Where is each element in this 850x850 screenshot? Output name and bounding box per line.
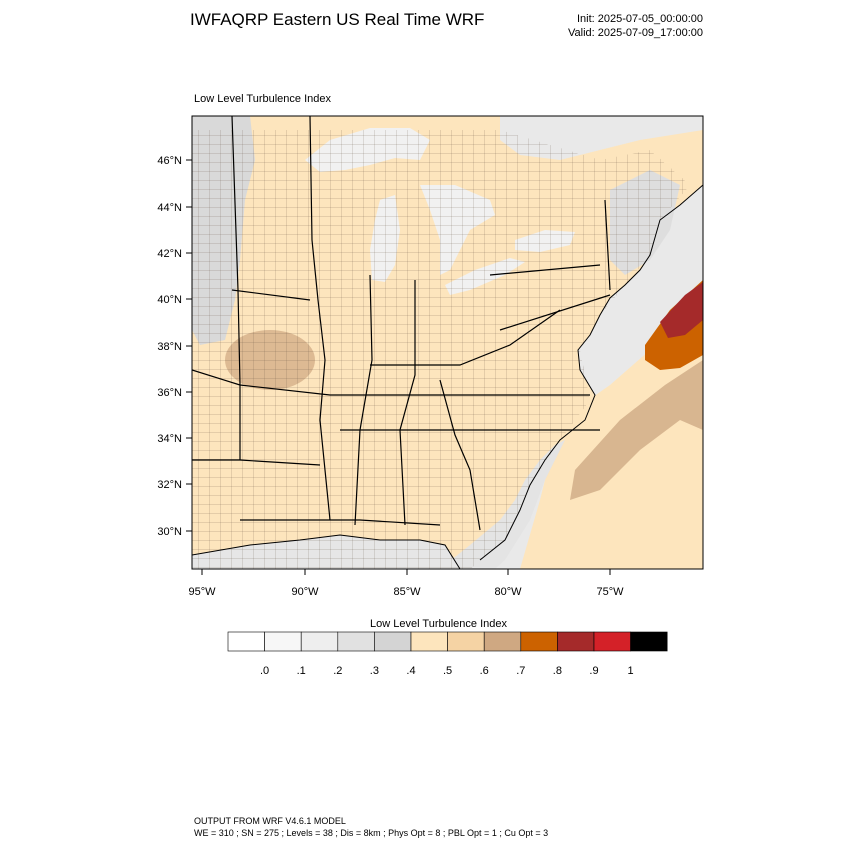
valid-time: Valid: 2025-07-09_17:00:00 <box>568 27 703 39</box>
lat-label-44: 44°N <box>157 202 182 214</box>
colorbar-cell <box>557 631 595 652</box>
footer-config: WE = 310 ; SN = 275 ; Levels = 38 ; Dis … <box>194 828 549 838</box>
lat-label-34: 34°N <box>157 433 182 445</box>
lon-label-90: 90°W <box>291 586 319 598</box>
county-lines <box>192 130 690 569</box>
colorbar-tick-label: .0 <box>260 665 269 677</box>
colorbar-tick-label: .4 <box>406 665 415 677</box>
lon-label-85: 85°W <box>393 586 421 598</box>
lat-axis: 46°N 44°N 42°N 40°N 38°N 36°N 34°N 32°N … <box>157 155 192 538</box>
state-borders <box>192 116 611 531</box>
lon-label-75: 75°W <box>596 586 624 598</box>
init-time: Init: 2025-07-05_00:00:00 <box>577 13 703 25</box>
atlantic-band-2 <box>570 360 703 500</box>
colorbar-ticks: .0 .1 .2 .3 .4 .5 .6 .7 .8 .9 1 <box>260 665 634 677</box>
colorbar-cell <box>630 631 668 652</box>
colorbar-cell <box>264 631 302 652</box>
colorbar-cell <box>483 631 522 652</box>
footer-model: OUTPUT FROM WRF V4.6.1 MODEL <box>194 816 346 826</box>
colorbar-cell <box>337 631 375 652</box>
colorbar-tick-label: .6 <box>480 665 489 677</box>
colorbar-tick-label: 1 <box>628 665 634 677</box>
field-label: Low Level Turbulence Index <box>194 93 331 105</box>
colorbar-cell <box>447 631 485 652</box>
colorbar-cell <box>410 631 448 652</box>
colorbar <box>227 631 668 652</box>
lon-axis: 95°W 90°W 85°W 80°W 75°W <box>188 569 624 598</box>
colorbar-tick-label: .8 <box>553 665 562 677</box>
colorbar-cell <box>300 631 339 652</box>
lat-label-40: 40°N <box>157 294 182 306</box>
coastline <box>192 184 703 569</box>
colorbar-cell <box>227 631 265 652</box>
lat-label-36: 36°N <box>157 387 182 399</box>
map-frame <box>191 115 704 570</box>
lat-label-38: 38°N <box>157 341 182 353</box>
lat-label-30: 30°N <box>157 526 182 538</box>
lon-label-95: 95°W <box>188 586 216 598</box>
map-title: IWFAQRP Eastern US Real Time WRF <box>190 10 485 29</box>
colorbar-tick-label: .1 <box>297 665 306 677</box>
colorbar-tick-label: .7 <box>516 665 525 677</box>
map-area <box>192 116 703 569</box>
colorbar-tick-label: .3 <box>370 665 379 677</box>
colorbar-title: Low Level Turbulence Index <box>370 618 507 630</box>
colorbar-tick-label: .2 <box>333 665 342 677</box>
lat-label-46: 46°N <box>157 155 182 167</box>
colorbar-tick-label: .9 <box>589 665 598 677</box>
colorbar-cell <box>374 631 412 652</box>
atlantic-max <box>660 282 703 338</box>
lon-label-80: 80°W <box>494 586 522 598</box>
colorbar-cell <box>593 631 631 652</box>
colorbar-tick-label: .5 <box>443 665 452 677</box>
colorbar-cell <box>520 631 558 652</box>
lat-label-32: 32°N <box>157 479 182 491</box>
lat-label-42: 42°N <box>157 248 182 260</box>
